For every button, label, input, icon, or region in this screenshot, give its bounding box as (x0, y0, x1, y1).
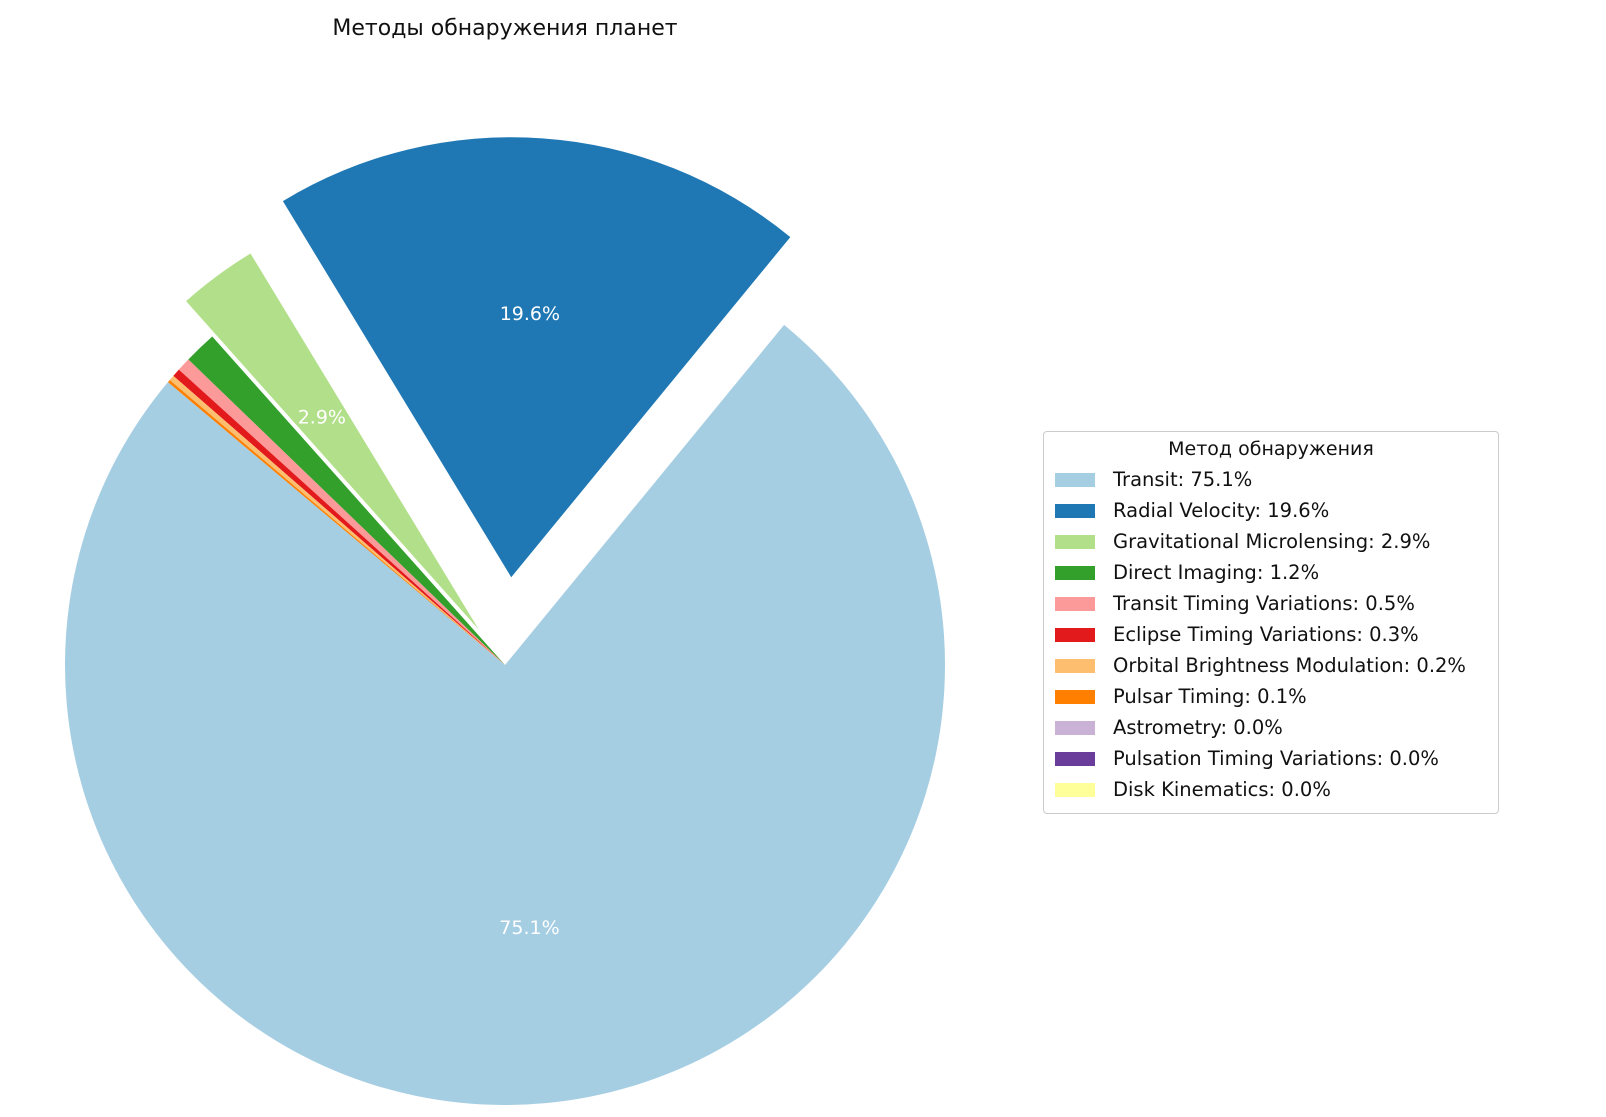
legend-label: Transit: 75.1% (1113, 468, 1253, 491)
pie-slice-orbital-brightness-modulation (169, 375, 505, 665)
pie-chart: 75.1% 19.6% 2.9% (64, 137, 945, 1105)
legend-label: Radial Velocity: 19.6% (1113, 499, 1330, 522)
legend-swatch (1055, 720, 1095, 735)
legend-item-disk-kinematics: Disk Kinematics: 0.0% (1054, 774, 1488, 805)
legend-label: Pulsar Timing: 0.1% (1113, 685, 1307, 708)
legend-swatch (1055, 472, 1095, 487)
pie-slice-radial-velocity (282, 137, 791, 578)
pie-labels: 75.1% 19.6% 2.9% (298, 303, 560, 939)
legend-item-transit-timing-variations: Transit Timing Variations: 0.5% (1054, 588, 1488, 619)
legend-swatch (1055, 503, 1095, 518)
slice-label-transit: 75.1% (499, 917, 559, 939)
legend-label: Gravitational Microlensing: 2.9% (1113, 530, 1431, 553)
slice-label-radial-velocity: 19.6% (500, 303, 560, 325)
slice-label-gravitational-microlensing: 2.9% (298, 406, 346, 428)
legend-item-radial-velocity: Radial Velocity: 19.6% (1054, 495, 1488, 526)
legend-label: Disk Kinematics: 0.0% (1113, 778, 1331, 801)
legend-swatch (1055, 689, 1095, 704)
legend-entries: Transit: 75.1% Radial Velocity: 19.6% Grav… (1054, 464, 1488, 805)
legend-item-transit: Transit: 75.1% (1054, 464, 1488, 495)
legend-swatch (1055, 627, 1095, 642)
legend-item-pulsar-timing: Pulsar Timing: 0.1% (1054, 681, 1488, 712)
legend-item-orbital-brightness-modulation: Orbital Brightness Modulation: 0.2% (1054, 650, 1488, 681)
legend-item-astrometry: Astrometry: 0.0% (1054, 712, 1488, 743)
legend: Метод обнаружения Transit: 75.1% Radial V… (1043, 431, 1499, 814)
legend-label: Transit Timing Variations: 0.5% (1113, 592, 1415, 615)
pie-slice-direct-imaging (188, 336, 505, 665)
pie-slice-pulsar-timing (167, 380, 506, 665)
legend-item-eclipse-timing-variations: Eclipse Timing Variations: 0.3% (1054, 619, 1488, 650)
legend-label: Eclipse Timing Variations: 0.3% (1113, 623, 1419, 646)
legend-swatch (1055, 534, 1095, 549)
legend-swatch (1055, 782, 1095, 797)
legend-swatch (1055, 751, 1095, 766)
pie-slice-transit-timing-variations (178, 359, 505, 665)
legend-label: Direct Imaging: 1.2% (1113, 561, 1320, 584)
legend-swatch (1055, 596, 1095, 611)
legend-item-gravitational-microlensing: Gravitational Microlensing: 2.9% (1054, 526, 1488, 557)
legend-item-pulsation-timing-variations: Pulsation Timing Variations: 0.0% (1054, 743, 1488, 774)
pie-slice-eclipse-timing-variations (173, 369, 506, 665)
legend-label: Astrometry: 0.0% (1113, 716, 1283, 739)
legend-item-direct-imaging: Direct Imaging: 1.2% (1054, 557, 1488, 588)
pie-slice-gravitational-microlensing (186, 253, 479, 630)
pie-slices (64, 137, 945, 1105)
pie-slice-transit (64, 324, 945, 1105)
legend-label: Orbital Brightness Modulation: 0.2% (1113, 654, 1466, 677)
chart-title: Методы обнаружения планет (332, 16, 678, 41)
legend-swatch (1055, 565, 1095, 580)
legend-title: Метод обнаружения (1168, 438, 1374, 460)
legend-swatch (1055, 658, 1095, 673)
legend-label: Pulsation Timing Variations: 0.0% (1113, 747, 1439, 770)
